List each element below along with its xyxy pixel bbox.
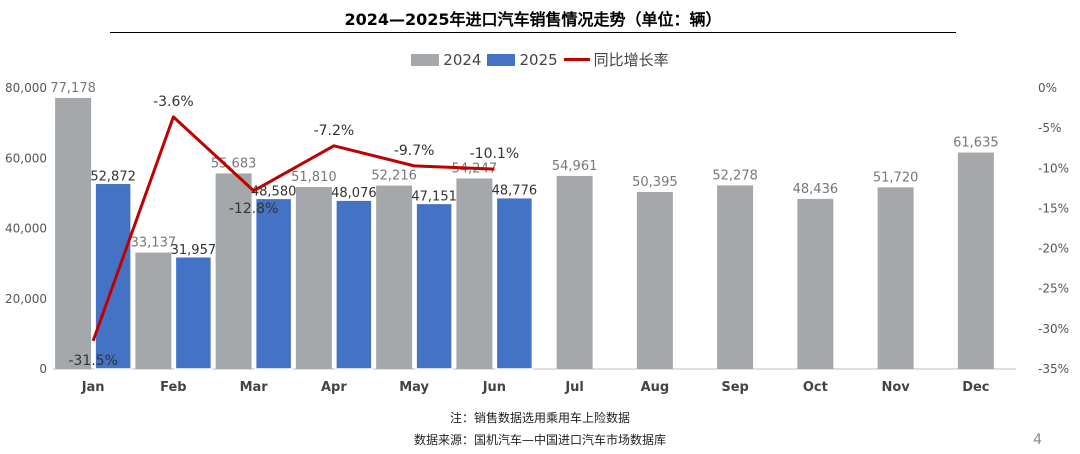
data-label-2025: 48,776: [492, 184, 538, 199]
data-label-2024: 61,635: [953, 136, 999, 151]
legend-label-growth: 同比增长率: [593, 51, 669, 69]
legend: 2024 2025 同比增长率: [0, 49, 1080, 70]
x-tick-label: Sep: [721, 380, 749, 395]
x-tick-label: Feb: [160, 380, 186, 395]
y-right-tick-label: -30%: [1038, 322, 1069, 336]
title-underline: [110, 32, 956, 33]
y-right-tick-label: -15%: [1038, 201, 1069, 215]
y-right-tick-label: -20%: [1038, 242, 1069, 256]
data-label-2025: 48,580: [251, 184, 297, 199]
x-tick-label: Jan: [81, 380, 105, 395]
data-label-2024: 51,810: [291, 170, 337, 185]
y-left-tick-label: 60,000: [5, 151, 47, 165]
chart-title: 2024—2025年进口汽车销售情况走势（单位：辆）: [344, 10, 722, 29]
bar-2024: [295, 187, 332, 369]
y-left-tick-label: 80,000: [5, 81, 47, 95]
legend-item-2025: 2025: [487, 50, 558, 69]
y-right-tick-label: -10%: [1038, 161, 1069, 175]
bar-2025: [94, 182, 132, 370]
bar-2025: [254, 197, 293, 370]
legend-swatch-2025: [487, 53, 516, 66]
x-tick-label: Dec: [962, 380, 989, 395]
data-label-2024: 33,137: [131, 236, 177, 251]
bar-2024: [877, 187, 914, 369]
bar-2024: [556, 175, 593, 369]
data-label-2025: 47,151: [411, 189, 457, 204]
bar-2024: [717, 185, 754, 369]
y-right-tick-label: 0%: [1038, 81, 1057, 95]
bar-2025: [495, 196, 534, 370]
growth-data-label: -31.5%: [68, 353, 118, 369]
bar-2024: [135, 252, 172, 369]
note-text: 注：销售数据选用乘用车上险数据: [449, 411, 630, 425]
data-label-2025: 31,957: [171, 243, 217, 258]
bar-2025: [335, 199, 373, 370]
bar-2024: [215, 173, 252, 369]
y-left-tick-label: 0: [39, 362, 47, 376]
growth-data-label: -7.2%: [314, 123, 355, 139]
bar-2024: [55, 97, 92, 369]
y-left-tick-label: 20,000: [5, 292, 47, 306]
growth-line: [91, 115, 495, 342]
data-label-2025: 48,076: [331, 186, 377, 201]
y-right-tick-label: -35%: [1038, 362, 1069, 376]
data-label-2024: 51,720: [873, 170, 919, 185]
legend-item-2024: 2024: [411, 51, 481, 69]
legend-swatch-2024: [411, 53, 440, 66]
data-label-2024: 52,216: [371, 169, 417, 184]
bar-2025: [174, 256, 213, 370]
legend-line-growth: [563, 58, 590, 61]
x-tick-label: Aug: [641, 380, 670, 395]
bar-2024: [797, 198, 834, 369]
bar-2025: [415, 202, 453, 370]
y-right-tick-label: -5%: [1038, 121, 1061, 135]
growth-data-label: -10.1%: [470, 146, 520, 162]
x-tick-label: May: [399, 380, 429, 395]
legend-label-2024: 2024: [443, 50, 482, 69]
x-tick-label: Oct: [803, 380, 828, 395]
growth-data-label: -3.6%: [153, 94, 194, 110]
bar-2024: [456, 178, 493, 369]
legend-item-growth: 同比增长率: [563, 49, 669, 70]
x-tick-label: Jul: [564, 380, 584, 395]
bar-2024: [636, 191, 673, 369]
growth-data-label: -9.7%: [394, 143, 435, 159]
x-tick-label: Mar: [240, 380, 269, 395]
y-left-tick-label: 40,000: [5, 222, 47, 236]
x-tick-label: Apr: [321, 380, 347, 395]
data-label-2025: 52,872: [90, 169, 136, 184]
data-label-2024: 54,961: [552, 159, 598, 174]
x-tick-label: Nov: [881, 380, 910, 395]
page-number: 4: [1033, 432, 1042, 448]
x-tick-label: Jun: [482, 380, 506, 395]
data-label-2024: 48,436: [793, 182, 839, 197]
data-label-2024: 77,178: [50, 81, 96, 96]
bar-2024: [376, 185, 413, 369]
y-right-tick-label: -25%: [1038, 282, 1069, 296]
data-label-2024: 52,278: [712, 168, 758, 183]
growth-data-label: -12.8%: [229, 201, 279, 217]
bar-2024: [957, 152, 994, 369]
legend-label-2025: 2025: [519, 50, 558, 69]
source-text: 数据来源：国机汽车—中国进口汽车市场数据库: [413, 433, 666, 447]
data-label-2024: 50,395: [632, 175, 678, 190]
